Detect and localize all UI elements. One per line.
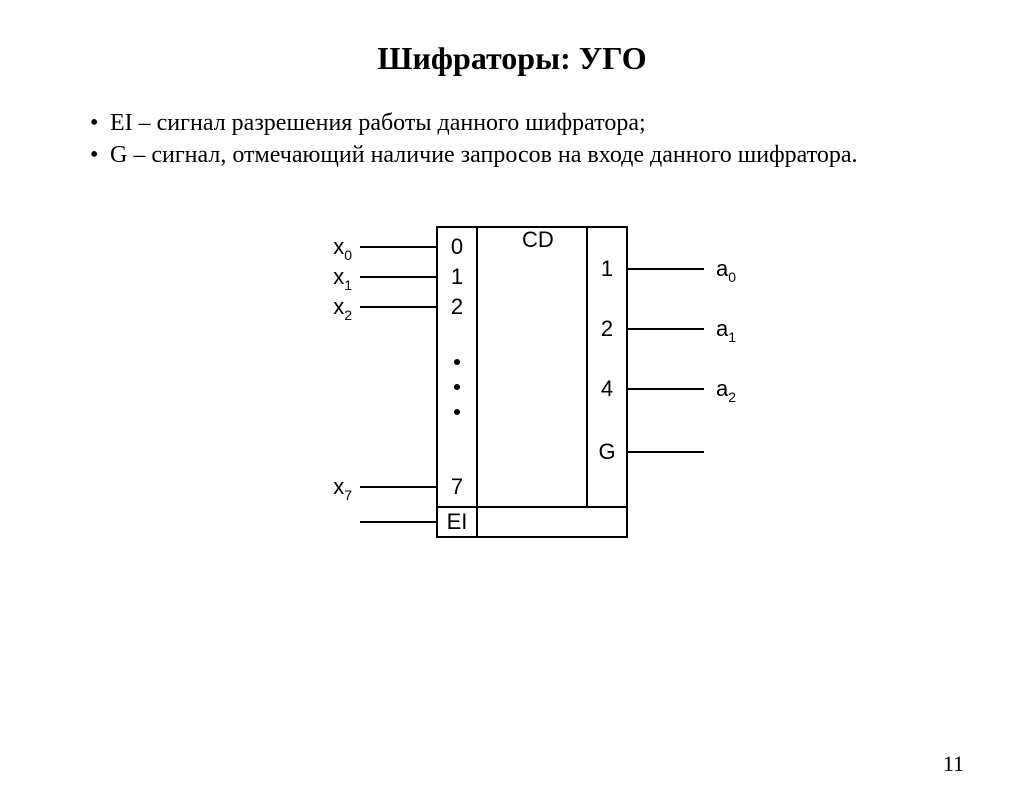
- svg-text:x2: x2: [333, 294, 352, 323]
- svg-text:1: 1: [601, 256, 613, 281]
- svg-text:4: 4: [601, 376, 613, 401]
- svg-text:0: 0: [451, 234, 463, 259]
- svg-text:a2: a2: [716, 376, 736, 405]
- bullet-list: • EI – сигнал разрешения работы данного …: [90, 107, 944, 172]
- svg-text:2: 2: [451, 294, 463, 319]
- page-number: 11: [943, 751, 964, 777]
- bullet-text: G – сигнал, отмечающий наличие запросов …: [110, 139, 944, 171]
- page-title: Шифраторы: УГО: [0, 40, 1024, 77]
- bullet-item: • G – сигнал, отмечающий наличие запросо…: [90, 139, 944, 171]
- encoder-diagram: CD x0 0 x1 1 x2 2 x7 7 EI a0 1 a1 2 a2 4 G: [0, 207, 1024, 567]
- svg-text:a0: a0: [716, 256, 736, 285]
- bullet-marker: •: [90, 107, 110, 139]
- svg-text:EI: EI: [447, 509, 468, 534]
- bullet-item: • EI – сигнал разрешения работы данного …: [90, 107, 944, 139]
- svg-text:x0: x0: [333, 234, 352, 263]
- svg-text:2: 2: [601, 316, 613, 341]
- svg-text:G: G: [598, 439, 615, 464]
- bullet-text: EI – сигнал разрешения работы данного ши…: [110, 107, 944, 139]
- bullet-marker: •: [90, 139, 110, 171]
- svg-text:x1: x1: [333, 264, 352, 293]
- svg-text:7: 7: [451, 474, 463, 499]
- svg-text:1: 1: [451, 264, 463, 289]
- svg-text:a1: a1: [716, 316, 736, 345]
- encoder-schematic-svg: CD x0 0 x1 1 x2 2 x7 7 EI a0 1 a1 2 a2 4 G: [252, 207, 772, 567]
- svg-text:CD: CD: [522, 227, 554, 252]
- svg-text:x7: x7: [333, 474, 352, 503]
